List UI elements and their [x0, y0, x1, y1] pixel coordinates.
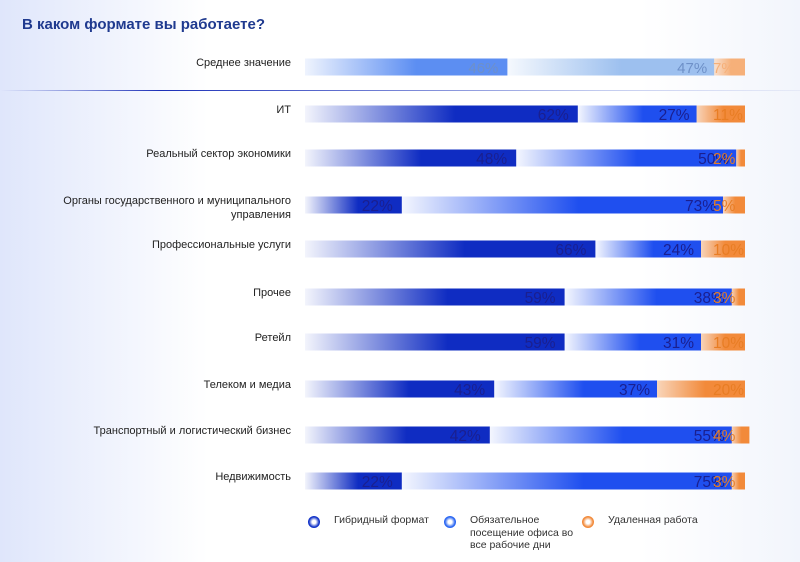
category-label: Ретейл: [255, 332, 291, 344]
bar-row: Недвижимость 22% 75%3%: [215, 471, 745, 491]
bar-row: Органы государственного и муниципального…: [63, 195, 745, 221]
bar-remote: [696, 105, 745, 123]
value-label-hybrid: 42%: [450, 428, 481, 445]
value-label-office: 55%: [694, 428, 725, 445]
bar-hybrid: [305, 149, 517, 167]
bar-hybrid: [305, 58, 508, 76]
value-label-hybrid: 62%: [538, 107, 569, 124]
bar-office: [564, 288, 732, 306]
bar-remote: [736, 149, 745, 167]
bar-office: [401, 472, 732, 490]
bar-remote: [701, 333, 745, 351]
legend-item-remote: Удаленная работа: [582, 514, 698, 528]
value-label-office: 27%: [659, 107, 690, 124]
chart-title: В каком формате вы работаете?: [22, 16, 265, 33]
legend-label-hybrid: Гибридный формат: [334, 514, 429, 526]
bar-row: ИТ 62% 27% 11%: [276, 104, 745, 124]
category-label: Транспортный и логистический бизнес: [94, 425, 292, 437]
bar-row: Реальный сектор экономики 48% 50%2%: [146, 148, 745, 168]
bar-hybrid: [305, 472, 402, 490]
bar-office: [489, 426, 732, 444]
bar-hybrid: [305, 105, 578, 123]
value-label-office: 75%: [694, 474, 725, 491]
average-divider: [0, 90, 800, 91]
value-label-office: 37%: [619, 382, 650, 399]
category-label: Прочее: [253, 287, 291, 299]
bar-remote: [731, 472, 745, 490]
category-label: Реальный сектор экономики: [146, 148, 291, 160]
value-label-remote: 10%: [713, 242, 744, 259]
legend-item-hybrid: Гибридный формат: [308, 514, 429, 528]
category-label: Профессиональные услуги: [152, 239, 291, 251]
bar-office: [494, 380, 657, 398]
bar-office: [564, 333, 701, 351]
bar-hybrid: [305, 240, 596, 258]
value-label-remote: 4%: [713, 428, 736, 445]
legend-item-office: Обязательное посещение офиса во все рабо…: [444, 514, 580, 552]
bar-remote: [731, 288, 745, 306]
value-label-hybrid: 66%: [555, 242, 586, 259]
value-label-office: 24%: [663, 242, 694, 259]
category-label: Среднее значение: [196, 57, 291, 69]
bar-office: [577, 105, 697, 123]
value-label-office: 73%: [685, 198, 716, 215]
bar-row: Прочее 59% 38%3%: [253, 287, 745, 307]
value-label-office: 38%: [694, 290, 725, 307]
category-label: Недвижимость: [215, 471, 291, 483]
bar-office: [516, 149, 737, 167]
value-label-remote: 5%: [713, 198, 736, 215]
value-label-hybrid: 22%: [362, 198, 393, 215]
value-label-office: 31%: [663, 335, 694, 352]
bar-remote: [701, 240, 745, 258]
bar-hybrid: [305, 333, 565, 351]
value-label-hybrid: 59%: [525, 290, 556, 307]
value-label-remote: 3%: [713, 290, 736, 307]
value-label-remote: 7%: [713, 60, 735, 77]
bar-row: Транспортный и логистический бизнес 42% 55…: [94, 425, 750, 445]
value-label-remote: 11%: [713, 107, 743, 124]
value-label-hybrid: 48%: [476, 151, 507, 168]
bar-row: Ретейл 59% 31% 10%: [255, 332, 745, 352]
value-label-remote: 10%: [713, 335, 744, 352]
bar-hybrid: [305, 288, 565, 306]
bar-hybrid: [305, 196, 402, 214]
legend-swatch-remote: [582, 516, 594, 528]
bar-remote: [714, 58, 745, 76]
bar-row: Профессиональные услуги 66% 24% 10%: [152, 239, 745, 259]
category-label: Телеком и медиа: [204, 379, 292, 391]
bar-office: [401, 196, 723, 214]
stacked-bar-chart: Среднее значение 46% 47% 7% ИТ 62% 27% 11% Реаль…: [63, 57, 750, 491]
bar-office: [595, 240, 701, 258]
bar-hybrid: [305, 380, 495, 398]
value-label-hybrid: 22%: [362, 474, 393, 491]
legend-label-remote: Удаленная работа: [608, 514, 698, 526]
bar-remote: [657, 380, 745, 398]
legend-swatch-office: [444, 516, 456, 528]
bar-remote: [731, 426, 750, 444]
bar-row: Телеком и медиа 43% 37% 20%: [204, 379, 745, 399]
value-label-office: 50%: [698, 151, 729, 168]
value-label-office: 47%: [677, 60, 707, 77]
bar-remote: [723, 196, 745, 214]
bar-hybrid: [305, 426, 490, 444]
value-label-hybrid: 43%: [454, 382, 485, 399]
category-label: ИТ: [276, 104, 291, 116]
value-label-remote: 2%: [713, 151, 736, 168]
bar-office: [507, 58, 715, 76]
value-label-remote: 20%: [713, 382, 744, 399]
value-label-hybrid: 46%: [468, 60, 498, 77]
legend-swatch-hybrid: [308, 516, 320, 528]
value-label-hybrid: 59%: [525, 335, 556, 352]
legend-label-office: Обязательное посещение офиса во все рабо…: [470, 514, 574, 551]
bar-row: Среднее значение 46% 47% 7%: [196, 57, 745, 77]
category-label: Органы государственного и муниципального…: [63, 195, 291, 221]
value-label-remote: 3%: [713, 474, 736, 491]
